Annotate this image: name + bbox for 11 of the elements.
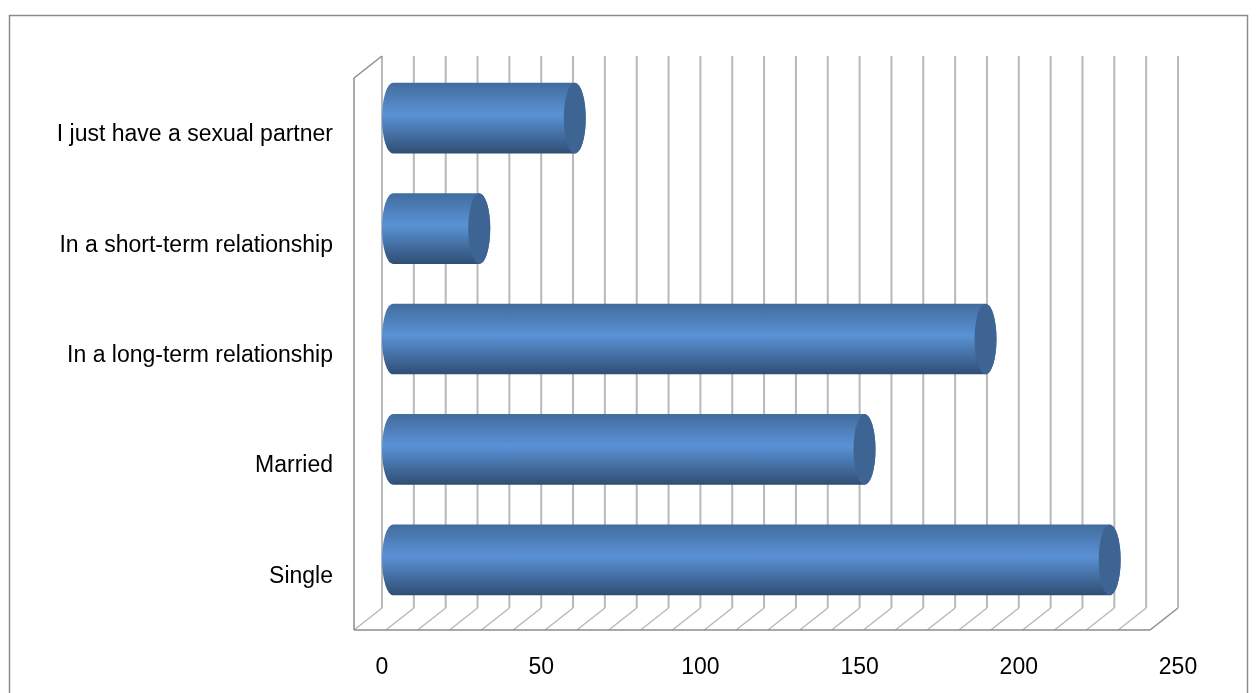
x-tick-label: 50 — [528, 653, 554, 679]
y-tick-label: In a long-term relationship — [67, 341, 333, 367]
y-tick-label: Single — [269, 561, 333, 588]
x-tick-label: 250 — [1158, 653, 1198, 679]
x-tick-label: 0 — [375, 653, 389, 679]
y-tick-label: Married — [255, 451, 333, 478]
x-tick-label: 200 — [999, 653, 1038, 679]
x-tick-label: 100 — [681, 653, 720, 679]
y-tick-label: In a short-term relationship — [59, 230, 333, 257]
y-tick-label: I just have a sexual partner — [56, 120, 334, 147]
x-tick-label: 150 — [840, 653, 879, 679]
